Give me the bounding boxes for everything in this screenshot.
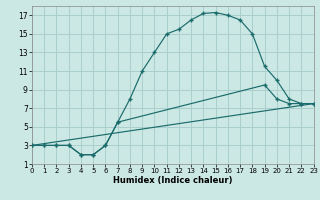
X-axis label: Humidex (Indice chaleur): Humidex (Indice chaleur)	[113, 176, 233, 185]
